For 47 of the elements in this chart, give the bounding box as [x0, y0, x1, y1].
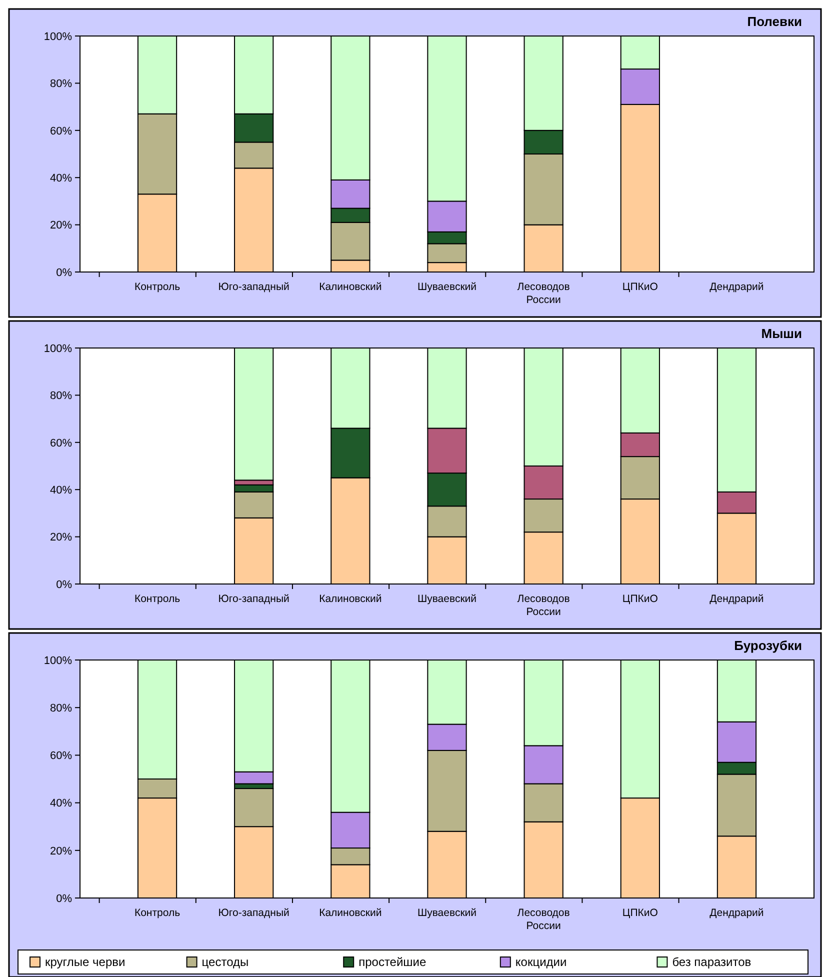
x-tick-label: Юго-западный — [218, 281, 290, 293]
legend-label: простейшие — [358, 955, 427, 969]
x-tick-label: Лесоводов России — [517, 593, 570, 618]
x-tick-label: Шуваевский — [417, 907, 477, 919]
chart-title: Мыши — [761, 326, 802, 341]
y-tick-label: 100% — [44, 654, 72, 667]
x-tick-label: Шуваевский — [417, 593, 477, 605]
legend-label: круглые черви — [45, 955, 126, 969]
y-tick-label: 20% — [50, 845, 72, 858]
x-tick-label: Лесоводов России — [517, 281, 570, 306]
y-tick-label: 20% — [50, 532, 72, 544]
x-tick-label: Дендрарий — [710, 593, 764, 605]
y-tick-label: 100% — [44, 342, 72, 355]
y-tick-label: 20% — [50, 220, 72, 232]
x-tick-label: Юго-западный — [218, 593, 290, 605]
x-tick-label: Лесоводов России — [517, 907, 570, 932]
legend-label: кокцидии — [515, 955, 567, 969]
x-tick-label: ЦПКиО — [622, 281, 658, 293]
chart-title: Бурозубки — [734, 638, 802, 653]
chart-title: Полевки — [747, 14, 802, 29]
y-tick-label: 60% — [50, 437, 72, 450]
x-tick-label: Шуваевский — [417, 281, 477, 293]
y-tick-label: 60% — [50, 750, 72, 762]
x-tick-label: Контроль — [134, 907, 181, 919]
y-tick-label: 80% — [50, 390, 72, 402]
x-tick-label: ЦПКиО — [622, 907, 658, 919]
x-tick-label: Калиновский — [319, 281, 382, 293]
y-tick-label: 0% — [56, 266, 72, 279]
y-tick-label: 80% — [50, 702, 72, 714]
x-tick-label: Дендрарий — [710, 281, 764, 293]
x-tick-label: ЦПКиО — [622, 593, 658, 605]
y-tick-label: 0% — [56, 892, 72, 905]
y-tick-label: 40% — [50, 484, 72, 496]
x-tick-label: Контроль — [134, 593, 181, 605]
y-tick-label: 80% — [50, 78, 72, 90]
x-tick-label: Дендрарий — [710, 907, 764, 919]
y-tick-label: 0% — [56, 578, 72, 591]
y-tick-label: 60% — [50, 125, 72, 138]
legend-label: цестоды — [202, 955, 249, 969]
x-tick-label: Калиновский — [319, 593, 382, 605]
x-tick-label: Контроль — [134, 281, 181, 293]
y-tick-label: 40% — [50, 172, 72, 184]
legend-label: без паразитов — [672, 955, 752, 969]
y-tick-label: 40% — [50, 798, 72, 810]
y-tick-label: 100% — [44, 30, 72, 43]
x-tick-label: Калиновский — [319, 907, 382, 919]
x-tick-label: Юго-западный — [218, 907, 290, 919]
